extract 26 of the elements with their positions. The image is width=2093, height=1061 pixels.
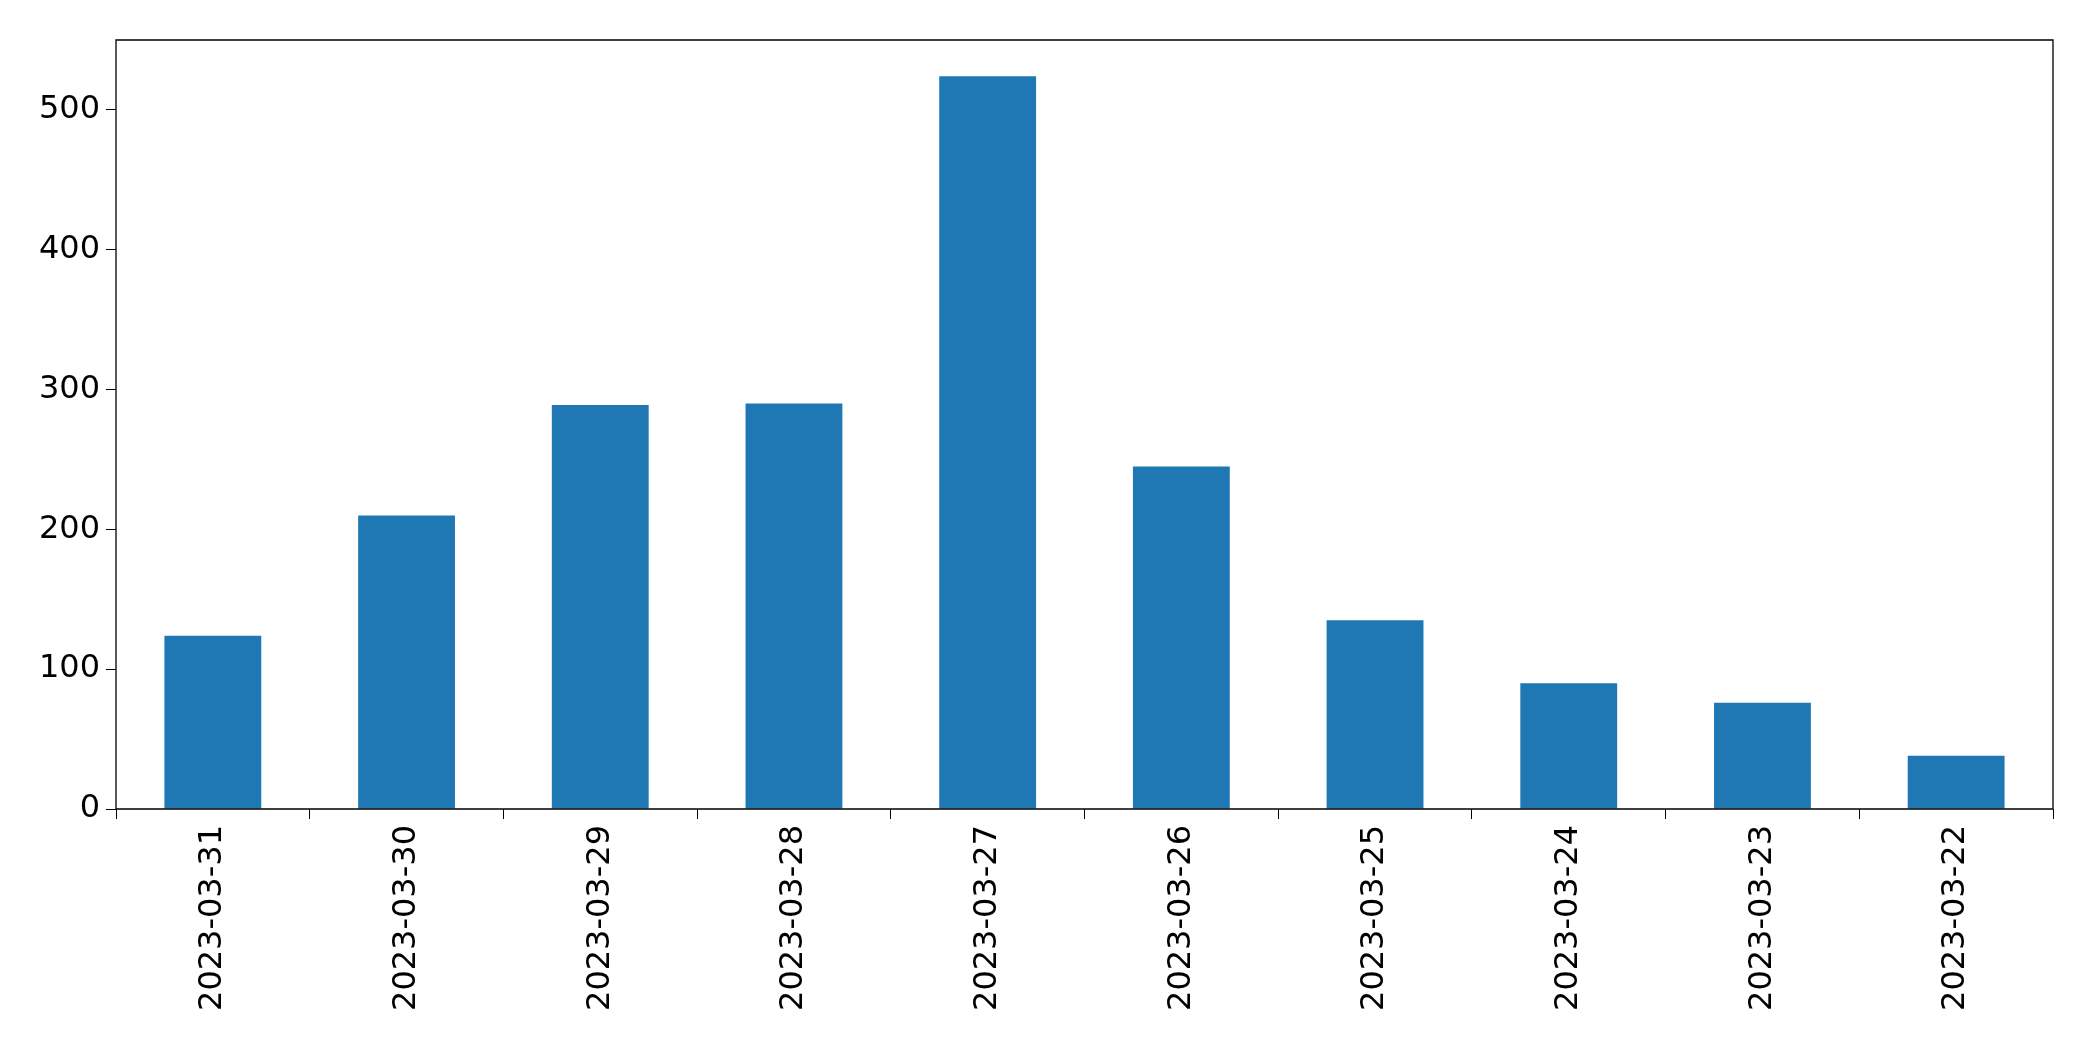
y-tick-label: 500 bbox=[38, 88, 100, 127]
x-tick-label: 2023-03-29 bbox=[578, 825, 617, 1011]
bar bbox=[1326, 620, 1424, 809]
bar bbox=[1132, 466, 1230, 809]
x-tick-label: 2023-03-22 bbox=[1934, 825, 1973, 1011]
y-tick-label: 300 bbox=[38, 367, 100, 406]
bar bbox=[1520, 683, 1618, 809]
x-tick-label: 2023-03-23 bbox=[1740, 825, 1779, 1011]
x-tick-label: 2023-03-25 bbox=[1353, 825, 1392, 1011]
bar bbox=[164, 635, 262, 809]
y-tick-label: 100 bbox=[38, 647, 100, 686]
bar bbox=[1714, 702, 1811, 809]
bar bbox=[939, 76, 1037, 809]
x-tick-label: 2023-03-30 bbox=[384, 825, 423, 1011]
y-tick-label: 0 bbox=[79, 787, 100, 826]
x-tick-label: 2023-03-26 bbox=[1159, 825, 1198, 1011]
x-tick-label: 2023-03-31 bbox=[191, 825, 230, 1011]
x-tick-label: 2023-03-28 bbox=[772, 825, 811, 1011]
bar bbox=[358, 515, 455, 809]
bar bbox=[1907, 755, 2005, 809]
y-tick-label: 200 bbox=[38, 507, 100, 546]
x-tick-label: 2023-03-27 bbox=[965, 825, 1004, 1011]
x-tick-label: 2023-03-24 bbox=[1547, 825, 1586, 1011]
y-tick-label: 400 bbox=[38, 228, 100, 267]
bar bbox=[745, 403, 843, 809]
bar bbox=[551, 404, 649, 809]
